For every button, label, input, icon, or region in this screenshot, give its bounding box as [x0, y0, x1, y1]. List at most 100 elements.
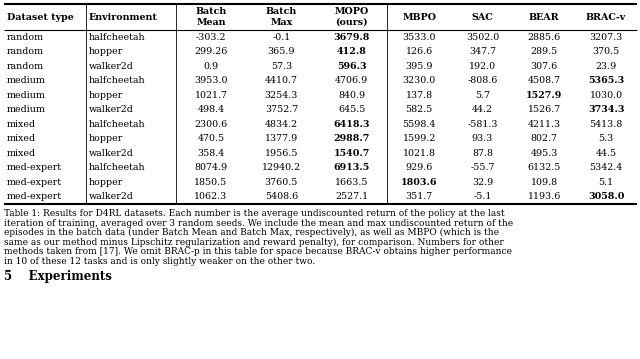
- Text: 0.9: 0.9: [204, 62, 218, 71]
- Text: medium: medium: [7, 105, 46, 114]
- Text: 3502.0: 3502.0: [466, 33, 499, 42]
- Text: Environment: Environment: [88, 13, 157, 22]
- Text: 5.7: 5.7: [475, 91, 490, 100]
- Text: -808.6: -808.6: [467, 76, 497, 85]
- Text: 2527.1: 2527.1: [335, 192, 369, 201]
- Text: 6132.5: 6132.5: [527, 163, 561, 172]
- Text: 645.5: 645.5: [338, 105, 365, 114]
- Text: 395.9: 395.9: [406, 62, 433, 71]
- Text: 307.6: 307.6: [531, 62, 558, 71]
- Text: hopper: hopper: [88, 91, 123, 100]
- Text: SAC: SAC: [472, 13, 493, 22]
- Text: walker2d: walker2d: [88, 105, 134, 114]
- Text: 23.9: 23.9: [595, 62, 617, 71]
- Text: mixed: mixed: [7, 134, 36, 143]
- Text: random: random: [7, 33, 44, 42]
- Text: BEAR: BEAR: [529, 13, 559, 22]
- Text: 347.7: 347.7: [469, 47, 496, 56]
- Text: 929.6: 929.6: [406, 163, 433, 172]
- Text: 582.5: 582.5: [406, 105, 433, 114]
- Text: same as our method minus Lipschitz regularization and reward penalty), for compa: same as our method minus Lipschitz regul…: [4, 238, 504, 247]
- Text: 5408.6: 5408.6: [265, 192, 298, 201]
- Text: Table 1: Results for D4RL datasets. Each number is the average undiscounted retu: Table 1: Results for D4RL datasets. Each…: [4, 209, 504, 218]
- Text: 6913.5: 6913.5: [333, 163, 370, 172]
- Text: 5598.4: 5598.4: [403, 120, 436, 129]
- Text: -55.7: -55.7: [470, 163, 495, 172]
- Text: 299.26: 299.26: [195, 47, 228, 56]
- Text: episodes in the batch data (under Batch Mean and Batch Max, respectively), as we: episodes in the batch data (under Batch …: [4, 228, 499, 237]
- Text: 495.3: 495.3: [531, 149, 558, 158]
- Text: halfcheetah: halfcheetah: [88, 76, 145, 85]
- Text: hopper: hopper: [88, 178, 123, 187]
- Text: medium: medium: [7, 76, 46, 85]
- Text: 44.5: 44.5: [595, 149, 617, 158]
- Text: 1540.7: 1540.7: [333, 149, 370, 158]
- Text: random: random: [7, 47, 44, 56]
- Text: 5365.3: 5365.3: [588, 76, 624, 85]
- Text: 5    Experiments: 5 Experiments: [4, 270, 112, 283]
- Text: 1526.7: 1526.7: [527, 105, 561, 114]
- Text: 3230.0: 3230.0: [403, 76, 436, 85]
- Text: 12940.2: 12940.2: [262, 163, 301, 172]
- Text: 32.9: 32.9: [472, 178, 493, 187]
- Text: 365.9: 365.9: [268, 47, 295, 56]
- Text: 3058.0: 3058.0: [588, 192, 624, 201]
- Text: hopper: hopper: [88, 47, 123, 56]
- Text: random: random: [7, 62, 44, 71]
- Text: 1030.0: 1030.0: [589, 91, 623, 100]
- Text: mixed: mixed: [7, 120, 36, 129]
- Text: halfcheetah: halfcheetah: [88, 33, 145, 42]
- Text: 2300.6: 2300.6: [195, 120, 228, 129]
- Text: 5.3: 5.3: [598, 134, 614, 143]
- Text: walker2d: walker2d: [88, 62, 134, 71]
- Text: 1062.3: 1062.3: [195, 192, 228, 201]
- Text: 3254.3: 3254.3: [265, 91, 298, 100]
- Text: 6418.3: 6418.3: [333, 120, 370, 129]
- Text: 4508.7: 4508.7: [527, 76, 561, 85]
- Text: 4410.7: 4410.7: [265, 76, 298, 85]
- Text: 109.8: 109.8: [531, 178, 558, 187]
- Text: iteration of training, averaged over 3 random seeds. We include the mean and max: iteration of training, averaged over 3 r…: [4, 219, 513, 228]
- Text: 1663.5: 1663.5: [335, 178, 369, 187]
- Text: -0.1: -0.1: [272, 33, 291, 42]
- Text: 1803.6: 1803.6: [401, 178, 438, 187]
- Text: 3752.7: 3752.7: [265, 105, 298, 114]
- Text: 192.0: 192.0: [469, 62, 496, 71]
- Text: medium: medium: [7, 91, 46, 100]
- Text: methods taken from [17]. We omit BRAC-p in this table for space because BRAC-v o: methods taken from [17]. We omit BRAC-p …: [4, 247, 512, 256]
- Text: walker2d: walker2d: [88, 192, 134, 201]
- Text: 1527.9: 1527.9: [526, 91, 563, 100]
- Text: 3953.0: 3953.0: [195, 76, 228, 85]
- Text: 5413.8: 5413.8: [589, 120, 623, 129]
- Text: 3207.3: 3207.3: [589, 33, 623, 42]
- Text: 2885.6: 2885.6: [527, 33, 561, 42]
- Text: 1377.9: 1377.9: [265, 134, 298, 143]
- Text: 87.8: 87.8: [472, 149, 493, 158]
- Text: 840.9: 840.9: [339, 91, 365, 100]
- Text: 5.1: 5.1: [598, 178, 614, 187]
- Text: halfcheetah: halfcheetah: [88, 120, 145, 129]
- Text: 3679.8: 3679.8: [333, 33, 370, 42]
- Text: 4834.2: 4834.2: [265, 120, 298, 129]
- Text: 1021.7: 1021.7: [195, 91, 227, 100]
- Text: 126.6: 126.6: [406, 47, 433, 56]
- Text: MOPO
(ours): MOPO (ours): [335, 7, 369, 27]
- Text: 3533.0: 3533.0: [403, 33, 436, 42]
- Text: 1599.2: 1599.2: [403, 134, 436, 143]
- Text: 412.8: 412.8: [337, 47, 367, 56]
- Text: 1850.5: 1850.5: [195, 178, 228, 187]
- Text: 802.7: 802.7: [531, 134, 557, 143]
- Text: 596.3: 596.3: [337, 62, 367, 71]
- Text: 498.4: 498.4: [197, 105, 225, 114]
- Text: 370.5: 370.5: [593, 47, 620, 56]
- Text: 1956.5: 1956.5: [265, 149, 298, 158]
- Text: MBPO: MBPO: [403, 13, 436, 22]
- Text: mixed: mixed: [7, 149, 36, 158]
- Text: 93.3: 93.3: [472, 134, 493, 143]
- Text: Batch
Mean: Batch Mean: [195, 7, 227, 27]
- Text: BRAC-v: BRAC-v: [586, 13, 626, 22]
- Text: 2988.7: 2988.7: [333, 134, 370, 143]
- Text: halfcheetah: halfcheetah: [88, 163, 145, 172]
- Text: 1021.8: 1021.8: [403, 149, 436, 158]
- Text: 289.5: 289.5: [531, 47, 558, 56]
